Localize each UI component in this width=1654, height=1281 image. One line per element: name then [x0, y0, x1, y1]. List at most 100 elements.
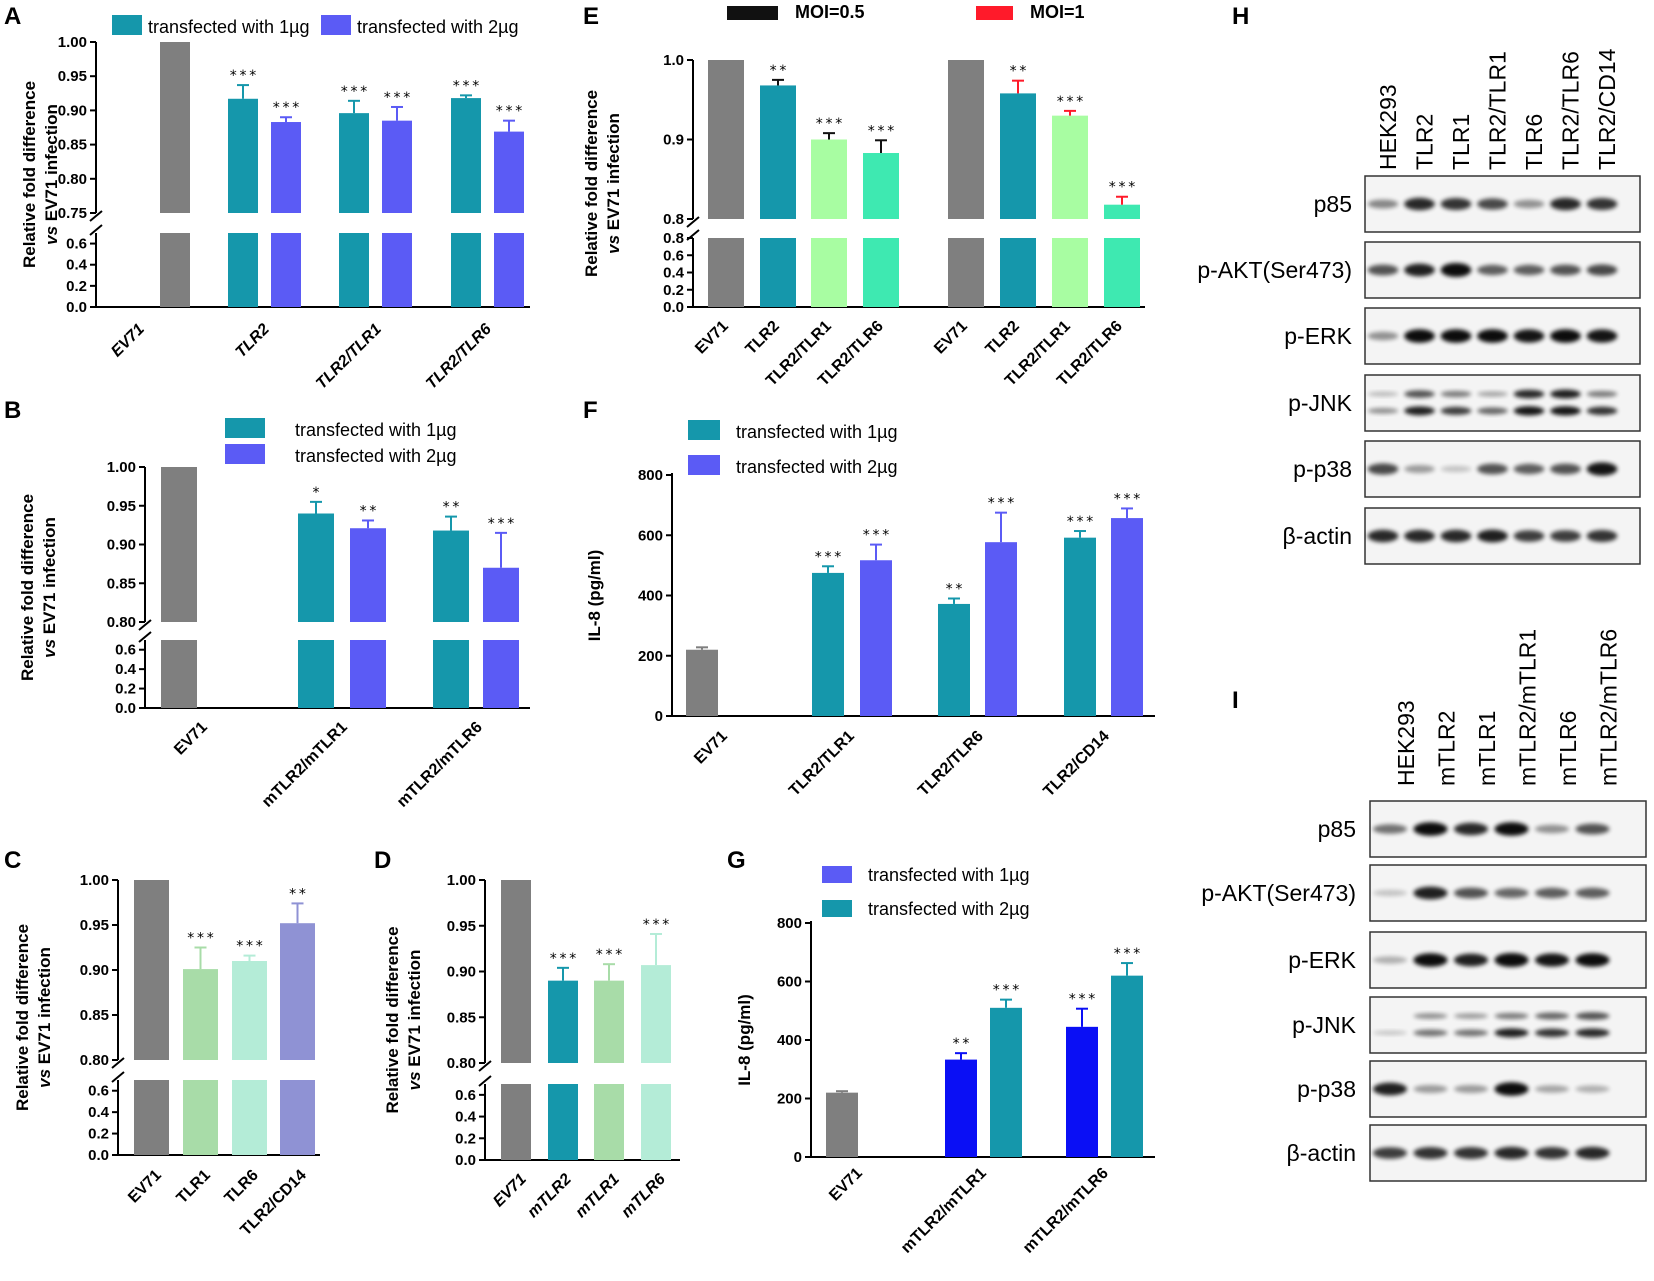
panel-F: 800 600 400 200 0 IL-8 (pg/ml) * * * * * * * * * … — [585, 420, 1155, 800]
protein-band — [1440, 529, 1472, 543]
axis-break-mark — [138, 619, 152, 631]
protein-band — [1453, 822, 1489, 836]
y-tick-label: 0.4 — [663, 265, 685, 282]
panel-letter: I — [1232, 687, 1239, 714]
significance-label: * * * — [273, 100, 300, 116]
bar — [1111, 518, 1143, 716]
y-tick-label: 0.0 — [88, 1147, 109, 1164]
legend-swatch — [727, 6, 778, 20]
axis-break-mark — [138, 631, 152, 643]
legend-label: transfected with 1µg — [868, 865, 1029, 885]
protein-band — [1404, 465, 1435, 473]
protein-band — [1494, 888, 1529, 898]
lane-label: TLR2/TLR6 — [1558, 51, 1584, 170]
y-tick-label: 0.2 — [66, 278, 87, 295]
x-category-label: TLR2/TLR1 — [786, 728, 858, 800]
protein-band — [1453, 1013, 1489, 1019]
y-tick-label: 0.8 — [663, 230, 684, 247]
bar-upper — [183, 969, 218, 1060]
y-axis-title: IL-8 (pg/ml) — [585, 550, 604, 642]
significance-label: * * * — [993, 983, 1020, 999]
bar-upper — [501, 880, 531, 1063]
y-tick-label: 0.6 — [455, 1087, 476, 1104]
bar-lower — [433, 640, 469, 708]
axis-break-mark — [89, 210, 103, 222]
protein-band — [1550, 463, 1581, 475]
y-tick-label: 0.9 — [663, 132, 684, 149]
y-axis-title-line2: vs EV71 infection — [405, 950, 424, 1091]
protein-band — [1534, 1085, 1570, 1093]
axis-break-mark — [686, 216, 700, 228]
protein-band — [1372, 1030, 1408, 1036]
x-category-label: EV71 — [931, 318, 971, 358]
panel-C: 1.00 0.95 0.90 0.85 0.80 0.6 0.4 0.2 0.0 Relative… — [13, 872, 320, 1239]
bar-upper — [271, 122, 301, 213]
blot-membrane — [1364, 374, 1641, 432]
protein-band — [1494, 953, 1529, 967]
protein-band — [1367, 199, 1399, 209]
bar-upper — [161, 467, 197, 622]
bar-upper — [451, 98, 481, 213]
legend-label: MOI=1 — [1030, 2, 1085, 22]
x-category-label: EV71 — [490, 1171, 530, 1211]
x-category-label: TLR2/TLR6 — [423, 321, 495, 393]
bar-lower — [1104, 238, 1140, 307]
x-category-label: mTLR2/mTLR6 — [394, 719, 486, 811]
bar-upper — [494, 131, 524, 213]
protein-band — [1413, 1147, 1448, 1159]
y-tick-label: 600 — [777, 974, 802, 991]
bar — [938, 603, 970, 716]
protein-band — [1372, 824, 1408, 834]
x-category-label: mTLR2/mTLR6 — [1020, 1165, 1112, 1257]
y-tick-label: 0.95 — [107, 498, 136, 515]
protein-band — [1534, 824, 1570, 834]
blot-row-label: p-p38 — [1297, 1076, 1356, 1102]
protein-band — [1477, 407, 1508, 415]
protein-band — [1513, 406, 1545, 416]
protein-band — [1440, 198, 1472, 210]
bar-lower — [228, 233, 258, 307]
bar-lower — [548, 1084, 578, 1160]
y-tick-label: 0.4 — [66, 257, 88, 274]
bar — [1064, 537, 1096, 716]
protein-band — [1372, 956, 1408, 964]
protein-band — [1440, 263, 1472, 277]
legend-label: transfected with 1µg — [736, 422, 897, 442]
panel-letter: C — [4, 847, 21, 874]
significance-label: * * * — [453, 78, 480, 94]
bar-lower — [134, 1080, 169, 1155]
bar — [860, 560, 892, 716]
protein-band — [1404, 390, 1435, 398]
protein-band — [1372, 1147, 1408, 1159]
bar-lower — [183, 1080, 218, 1155]
y-axis-title: Relative fold difference vs EV71 infectio… — [13, 924, 54, 1111]
protein-band — [1404, 263, 1435, 277]
y-tick-label: 0.80 — [58, 171, 87, 188]
x-category-label: TLR6 — [222, 1167, 262, 1207]
significance-label: * * * — [488, 516, 515, 532]
protein-band — [1367, 407, 1399, 414]
legend-label: transfected with 2µg — [868, 899, 1029, 919]
bar-upper — [339, 113, 369, 213]
axis-break-mark — [111, 1057, 125, 1069]
y-tick-label: 0.95 — [80, 917, 109, 934]
y-tick-label: 0.8 — [663, 211, 684, 228]
y-tick-label: 0.6 — [115, 642, 136, 659]
significance-label: * * * — [1114, 491, 1141, 507]
y-axis-title-rest: EV71 infection — [405, 950, 424, 1072]
blot-row-label: p-AKT(Ser473) — [1197, 257, 1352, 283]
protein-band — [1534, 1147, 1570, 1159]
blot-row-label: β-actin — [1287, 1140, 1356, 1166]
blot-membrane — [1369, 996, 1647, 1054]
panel-letter: E — [583, 3, 599, 30]
y-axis-title-line2: vs EV71 infection — [40, 517, 59, 658]
panel-letter: B — [4, 397, 21, 424]
protein-band — [1575, 1085, 1610, 1093]
y-axis-title-vs: vs — [35, 1069, 54, 1088]
y-axis-title: Relative fold difference vs EV71 infectio… — [18, 494, 59, 681]
y-tick-label: 0.4 — [88, 1104, 110, 1121]
bar-lower — [641, 1084, 671, 1160]
protein-band — [1440, 329, 1472, 343]
protein-band — [1367, 331, 1399, 341]
protein-band — [1494, 1012, 1529, 1020]
